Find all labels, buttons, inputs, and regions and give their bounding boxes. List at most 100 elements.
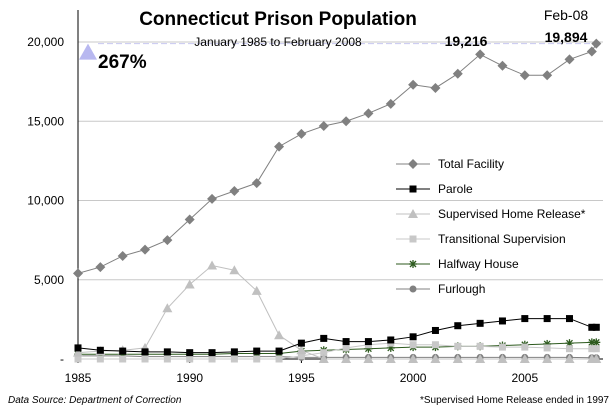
legend-label: Supervised Home Release* bbox=[438, 207, 586, 221]
data-point bbox=[592, 338, 601, 347]
data-point bbox=[409, 185, 417, 193]
data-point bbox=[519, 354, 530, 363]
series-line bbox=[78, 355, 597, 359]
data-point bbox=[141, 355, 149, 363]
data-point bbox=[163, 355, 171, 363]
data-point bbox=[320, 349, 328, 357]
data-point bbox=[543, 344, 551, 352]
data-point bbox=[74, 355, 82, 363]
data-point bbox=[364, 338, 372, 346]
data-point bbox=[320, 334, 328, 342]
data-point bbox=[207, 193, 218, 204]
series-supervised-home-release bbox=[73, 260, 602, 363]
data-point bbox=[431, 341, 439, 349]
data-point bbox=[119, 347, 127, 355]
data-point bbox=[409, 341, 417, 349]
series-total-facility bbox=[73, 38, 602, 279]
data-point bbox=[430, 354, 441, 363]
data-point bbox=[141, 348, 149, 356]
data-point bbox=[274, 141, 285, 152]
x-tick-label: 1995 bbox=[288, 371, 315, 385]
data-point bbox=[497, 60, 508, 71]
data-point bbox=[387, 336, 395, 344]
data-point bbox=[96, 346, 104, 354]
data-point bbox=[296, 128, 307, 139]
data-point bbox=[162, 235, 173, 246]
data-point bbox=[591, 38, 602, 49]
data-point bbox=[186, 349, 194, 357]
data-point bbox=[564, 54, 575, 65]
x-tick-label: 2000 bbox=[400, 371, 427, 385]
data-point bbox=[318, 121, 329, 132]
latest-date-label: Feb-08 bbox=[544, 7, 589, 23]
data-point bbox=[230, 355, 238, 363]
data-point bbox=[342, 338, 350, 346]
data-point bbox=[296, 345, 307, 355]
data-point bbox=[454, 322, 462, 330]
data-point bbox=[251, 178, 262, 189]
data-point bbox=[341, 354, 352, 363]
data-point bbox=[408, 354, 419, 363]
legend-label: Total Facility bbox=[438, 157, 504, 171]
growth-label: 267% bbox=[98, 52, 147, 73]
data-point bbox=[363, 108, 374, 119]
data-point bbox=[409, 260, 417, 268]
data-point bbox=[341, 116, 352, 127]
data-point bbox=[96, 355, 104, 363]
series-parole bbox=[74, 315, 600, 357]
data-point bbox=[363, 354, 374, 363]
data-point bbox=[297, 352, 305, 360]
data-point bbox=[565, 315, 573, 323]
data-point bbox=[521, 315, 529, 323]
legend-entry: Supervised Home Release* bbox=[396, 207, 586, 221]
data-point bbox=[184, 279, 195, 289]
data-point bbox=[162, 303, 173, 313]
data-point bbox=[73, 347, 83, 357]
data-point bbox=[274, 330, 285, 340]
series-furlough bbox=[74, 352, 600, 362]
legend-entry: Parole bbox=[396, 182, 473, 196]
data-point bbox=[409, 235, 417, 243]
legend-entry: Transitional Supervision bbox=[396, 232, 566, 246]
data-point bbox=[229, 185, 240, 196]
data-point bbox=[251, 285, 262, 295]
y-tick-label: 20,000 bbox=[27, 35, 64, 49]
data-point bbox=[297, 339, 305, 347]
data-point bbox=[119, 355, 127, 363]
data-point bbox=[208, 349, 216, 357]
data-point-stroke bbox=[592, 338, 600, 346]
data-point bbox=[74, 344, 82, 352]
data-point bbox=[521, 343, 529, 351]
legend-label: Furlough bbox=[438, 282, 485, 296]
data-point bbox=[542, 70, 553, 81]
data-point bbox=[253, 355, 261, 363]
data-point bbox=[408, 79, 419, 90]
data-point bbox=[117, 250, 128, 261]
data-point bbox=[498, 317, 506, 325]
legend-entry: Furlough bbox=[396, 282, 485, 296]
chart-subtitle: January 1985 to February 2008 bbox=[194, 35, 362, 49]
legend-label: Halfway House bbox=[438, 257, 519, 271]
legend-label: Parole bbox=[438, 182, 473, 196]
data-point bbox=[543, 315, 551, 323]
data-point bbox=[431, 326, 439, 334]
data-point bbox=[592, 323, 600, 331]
x-tick-label: 1990 bbox=[176, 371, 203, 385]
data-point bbox=[73, 268, 83, 279]
data-point bbox=[163, 348, 171, 356]
data-point bbox=[565, 339, 574, 348]
data-point bbox=[592, 345, 600, 353]
y-tick-label: 10,000 bbox=[27, 194, 64, 208]
y-tick-label: - bbox=[60, 352, 64, 366]
data-point bbox=[475, 49, 486, 60]
data-point-stroke bbox=[409, 260, 417, 268]
data-point bbox=[565, 345, 573, 353]
data-point bbox=[430, 82, 441, 93]
data-point bbox=[409, 285, 417, 293]
legend-label: Transitional Supervision bbox=[438, 232, 566, 246]
data-point bbox=[408, 209, 418, 218]
data-point bbox=[476, 342, 484, 350]
data-point bbox=[229, 265, 240, 275]
